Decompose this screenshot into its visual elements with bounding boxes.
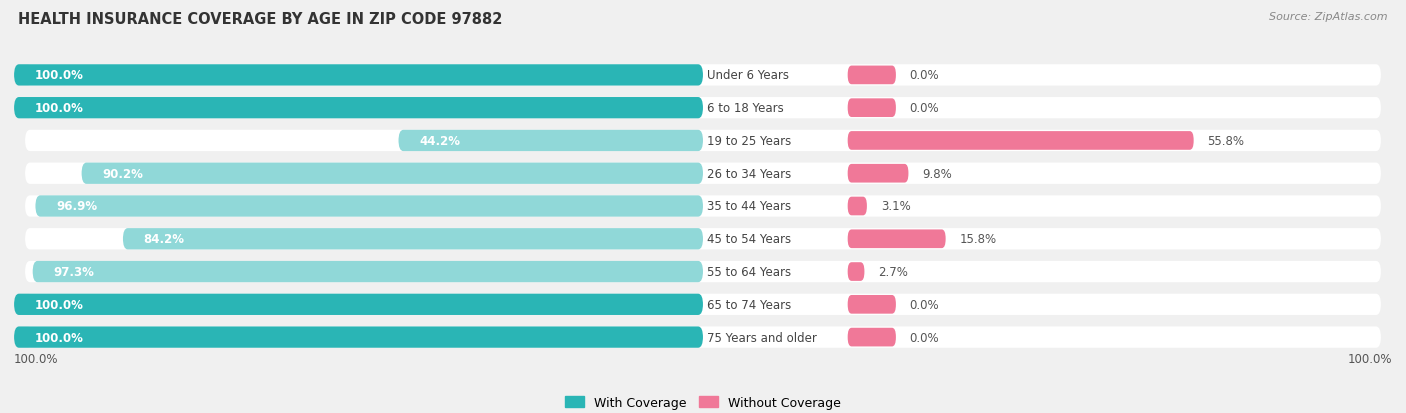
Text: 84.2%: 84.2%	[143, 233, 184, 246]
Text: 9.8%: 9.8%	[922, 167, 952, 180]
Text: 100.0%: 100.0%	[35, 298, 83, 311]
Text: 6 to 18 Years: 6 to 18 Years	[707, 102, 785, 115]
Text: 35 to 44 Years: 35 to 44 Years	[707, 200, 792, 213]
Text: 75 Years and older: 75 Years and older	[707, 331, 817, 344]
FancyBboxPatch shape	[848, 132, 1194, 150]
FancyBboxPatch shape	[25, 65, 1381, 86]
Text: 55.8%: 55.8%	[1208, 135, 1244, 147]
Text: 100.0%: 100.0%	[35, 331, 83, 344]
Text: 96.9%: 96.9%	[56, 200, 97, 213]
FancyBboxPatch shape	[35, 196, 703, 217]
FancyBboxPatch shape	[32, 261, 703, 282]
FancyBboxPatch shape	[848, 230, 946, 249]
Text: 0.0%: 0.0%	[910, 298, 939, 311]
FancyBboxPatch shape	[14, 65, 703, 86]
FancyBboxPatch shape	[25, 131, 1381, 152]
Text: 65 to 74 Years: 65 to 74 Years	[707, 298, 792, 311]
Text: Under 6 Years: Under 6 Years	[707, 69, 789, 82]
Text: 44.2%: 44.2%	[419, 135, 460, 147]
FancyBboxPatch shape	[25, 261, 1381, 282]
FancyBboxPatch shape	[82, 163, 703, 185]
FancyBboxPatch shape	[848, 99, 896, 118]
Text: 97.3%: 97.3%	[53, 266, 94, 278]
FancyBboxPatch shape	[25, 163, 1381, 185]
Text: 100.0%: 100.0%	[1347, 352, 1392, 365]
FancyBboxPatch shape	[848, 197, 868, 216]
Text: 55 to 64 Years: 55 to 64 Years	[707, 266, 792, 278]
Text: 90.2%: 90.2%	[103, 167, 143, 180]
Text: 45 to 54 Years: 45 to 54 Years	[707, 233, 792, 246]
FancyBboxPatch shape	[14, 98, 703, 119]
FancyBboxPatch shape	[122, 228, 703, 250]
FancyBboxPatch shape	[25, 294, 1381, 315]
Text: 100.0%: 100.0%	[35, 102, 83, 115]
FancyBboxPatch shape	[848, 328, 896, 347]
FancyBboxPatch shape	[25, 327, 1381, 348]
Legend: With Coverage, Without Coverage: With Coverage, Without Coverage	[561, 391, 845, 413]
Text: Source: ZipAtlas.com: Source: ZipAtlas.com	[1270, 12, 1388, 22]
Text: 100.0%: 100.0%	[14, 352, 59, 365]
Text: 0.0%: 0.0%	[910, 331, 939, 344]
Text: 100.0%: 100.0%	[35, 69, 83, 82]
Text: 0.0%: 0.0%	[910, 69, 939, 82]
Text: 2.7%: 2.7%	[879, 266, 908, 278]
FancyBboxPatch shape	[14, 294, 703, 315]
Text: 19 to 25 Years: 19 to 25 Years	[707, 135, 792, 147]
Text: 0.0%: 0.0%	[910, 102, 939, 115]
Text: 3.1%: 3.1%	[880, 200, 911, 213]
FancyBboxPatch shape	[848, 66, 896, 85]
FancyBboxPatch shape	[25, 196, 1381, 217]
Text: HEALTH INSURANCE COVERAGE BY AGE IN ZIP CODE 97882: HEALTH INSURANCE COVERAGE BY AGE IN ZIP …	[18, 12, 503, 27]
FancyBboxPatch shape	[848, 164, 908, 183]
FancyBboxPatch shape	[14, 327, 703, 348]
FancyBboxPatch shape	[398, 131, 703, 152]
FancyBboxPatch shape	[25, 98, 1381, 119]
FancyBboxPatch shape	[848, 295, 896, 314]
FancyBboxPatch shape	[25, 228, 1381, 250]
FancyBboxPatch shape	[848, 263, 865, 281]
Text: 26 to 34 Years: 26 to 34 Years	[707, 167, 792, 180]
Text: 15.8%: 15.8%	[959, 233, 997, 246]
